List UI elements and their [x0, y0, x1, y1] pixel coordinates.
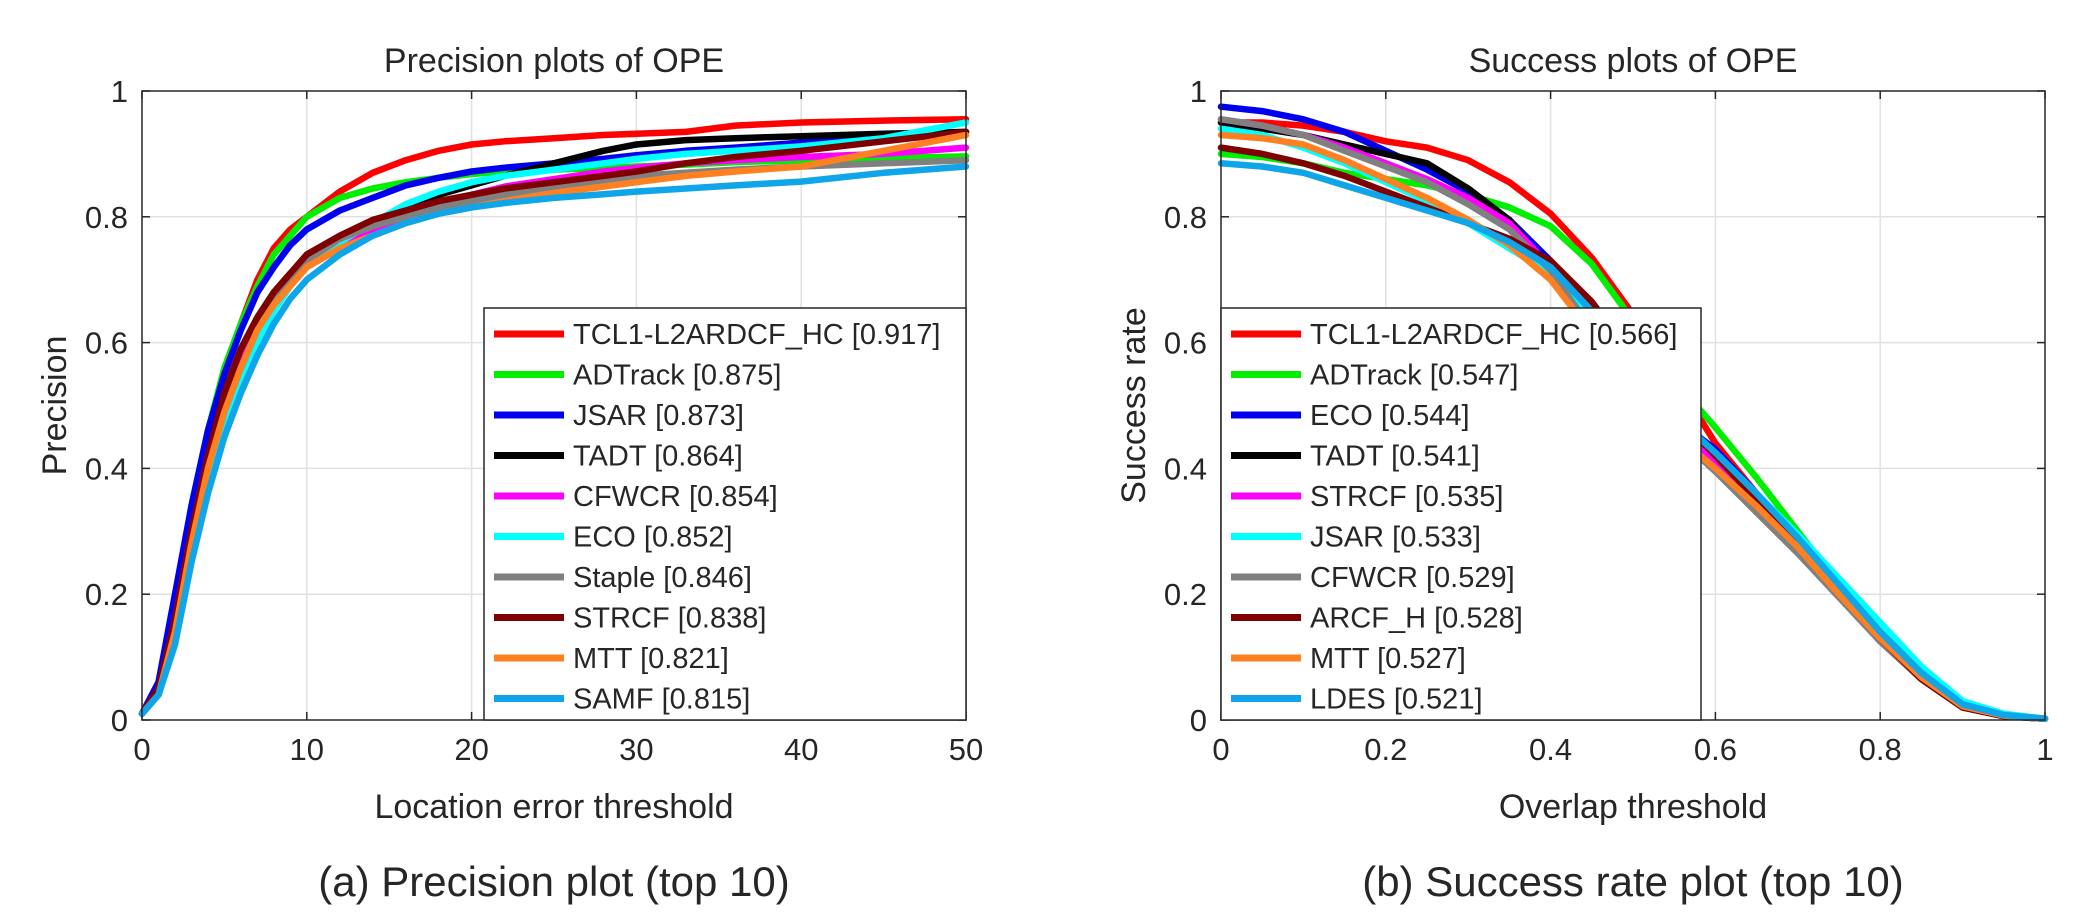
- chart2-legend-label-10: LDES [0.521]: [1310, 684, 1483, 716]
- chart1-tick-label-y: 0.2: [85, 577, 128, 612]
- chart2-tick-label-y: 0: [1190, 703, 1207, 738]
- chart1-legend-label-3: JSAR [0.873]: [573, 400, 744, 432]
- chart1-tick-label-x: 50: [949, 732, 983, 767]
- chart1-y-axis-label: Precision: [36, 336, 74, 476]
- chart1-tick-label-y: 0.8: [85, 200, 128, 235]
- chart2-caption: (b) Success rate plot (top 10): [1362, 858, 1904, 905]
- chart1-legend-label-6: ECO [0.852]: [573, 522, 733, 554]
- chart2-legend-label-4: TADT [0.541]: [1310, 441, 1480, 473]
- chart2-tick-label-y: 0.6: [1164, 326, 1207, 361]
- chart1-x-axis-label: Location error threshold: [374, 788, 733, 826]
- chart1-legend-box: [483, 307, 967, 721]
- chart2-legend-label-8: ARCF_H [0.528]: [1310, 603, 1523, 635]
- chart1-caption: (a) Precision plot (top 10): [318, 858, 790, 905]
- chart2-tick-label-y: 0.8: [1164, 200, 1207, 235]
- chart2-tick-label-x: 1: [2036, 732, 2053, 767]
- chart2-legend-label-5: STRCF [0.535]: [1310, 481, 1503, 513]
- chart1-tick-label-y: 0: [111, 703, 128, 738]
- chart2-tick-label-x: 0.4: [1529, 732, 1572, 767]
- chart2-tick-label-x: 0.2: [1364, 732, 1407, 767]
- chart2-tick-label-y: 1: [1190, 74, 1207, 109]
- chart1-tick-label-y: 0.4: [85, 451, 128, 486]
- chart2-y-axis-label: Success rate: [1115, 307, 1153, 504]
- chart1-legend-label-1: TCL1-L2ARDCF_HC [0.917]: [573, 319, 940, 351]
- chart1-tick-label-x: 30: [619, 732, 653, 767]
- chart1-legend-label-4: TADT [0.864]: [573, 441, 743, 473]
- chart1-legend-label-7: Staple [0.846]: [573, 562, 752, 594]
- chart2-legend-label-2: ADTrack [0.547]: [1310, 360, 1518, 392]
- chart1-legend-label-2: ADTrack [0.875]: [573, 360, 781, 392]
- chart1-tick-label-y: 1: [111, 74, 128, 109]
- chart1-tick-label-x: 40: [784, 732, 818, 767]
- chart1-title: Precision plots of OPE: [384, 42, 724, 80]
- chart1-series-line-8: [138, 128, 970, 717]
- chart2-legend-label-6: JSAR [0.533]: [1310, 522, 1481, 554]
- chart1-tick-label-x: 20: [454, 732, 488, 767]
- chart2-tick-label-y: 0.2: [1164, 577, 1207, 612]
- chart1-tick-label-x: 0: [133, 732, 150, 767]
- chart2-x-axis-label: Overlap threshold: [1499, 788, 1767, 826]
- chart2-legend-label-3: ECO [0.544]: [1310, 400, 1470, 432]
- chart1-legend-label-8: STRCF [0.838]: [573, 603, 766, 635]
- chart1-tick-label-x: 10: [290, 732, 324, 767]
- chart1-tick-label-y: 0.6: [85, 326, 128, 361]
- chart1-legend-label-5: CFWCR [0.854]: [573, 481, 778, 513]
- chart1-legend-label-10: SAMF [0.815]: [573, 684, 750, 716]
- chart2-tick-label-y: 0.4: [1164, 451, 1207, 486]
- chart2-legend-label-7: CFWCR [0.529]: [1310, 562, 1515, 594]
- chart2-legend-label-1: TCL1-L2ARDCF_HC [0.566]: [1310, 319, 1677, 351]
- chart2-title: Success plots of OPE: [1469, 42, 1798, 80]
- chart2-legend-label-9: MTT [0.527]: [1310, 643, 1466, 675]
- chart2-tick-label-x: 0: [1212, 732, 1229, 767]
- chart1-legend-label-9: MTT [0.821]: [573, 643, 729, 675]
- chart1-series-line-10: [138, 163, 970, 717]
- chart2-tick-label-x: 0.8: [1859, 732, 1902, 767]
- chart2-tick-label-x: 0.6: [1694, 732, 1737, 767]
